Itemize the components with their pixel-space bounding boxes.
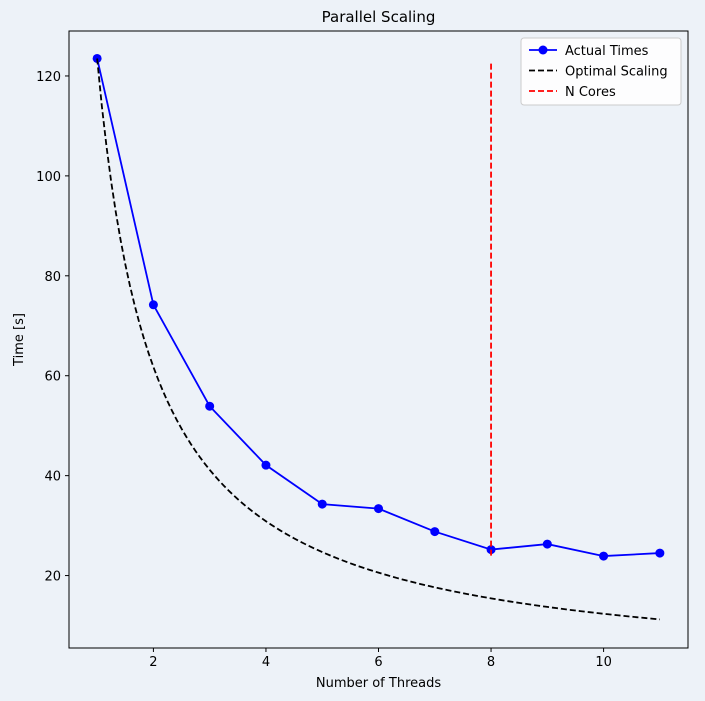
data-point-actual-times [205,401,215,411]
y-tick-label: 100 [36,170,61,185]
x-axis-ticks: 2 4 6 8 10 [149,648,612,670]
plot-content [92,53,665,621]
data-point-actual-times [261,460,271,470]
x-tick-label: 10 [595,655,612,670]
x-tick-label: 4 [262,655,270,670]
legend-label-n-cores: N Cores [565,85,616,100]
y-tick-label: 20 [44,570,61,585]
plot-area [68,30,689,649]
y-axis-label: Time [s] [12,313,27,367]
x-tick-label: 8 [487,655,495,670]
data-point-actual-times [599,551,609,561]
data-point-actual-times [655,548,665,558]
y-tick-label: 60 [44,370,61,385]
data-point-actual-times [430,527,440,537]
x-tick-label: 2 [149,655,157,670]
y-axis-ticks: 20 40 60 80 100 120 [36,70,69,585]
legend-box [520,37,682,106]
y-tick-label: 40 [44,470,61,485]
data-point-actual-times [542,539,552,549]
y-tick-label: 120 [36,70,61,85]
x-tick-label: 6 [374,655,382,670]
legend-label-optimal-scaling: Optimal Scaling [565,65,668,80]
data-point-actual-times [374,504,383,514]
y-tick-label: 80 [44,270,61,285]
data-point-actual-times [92,53,102,63]
data-point-actual-times [317,499,327,509]
legend: Actual Times Optimal Scaling N Cores [520,37,682,106]
series-line-optimal-scaling [96,58,660,621]
legend-label-actual-times: Actual Times [565,44,649,59]
legend-marker-actual-times [538,45,548,55]
chart-title: Parallel Scaling [322,8,436,26]
x-axis-label: Number of Threads [316,676,441,691]
data-point-actual-times [148,300,158,310]
